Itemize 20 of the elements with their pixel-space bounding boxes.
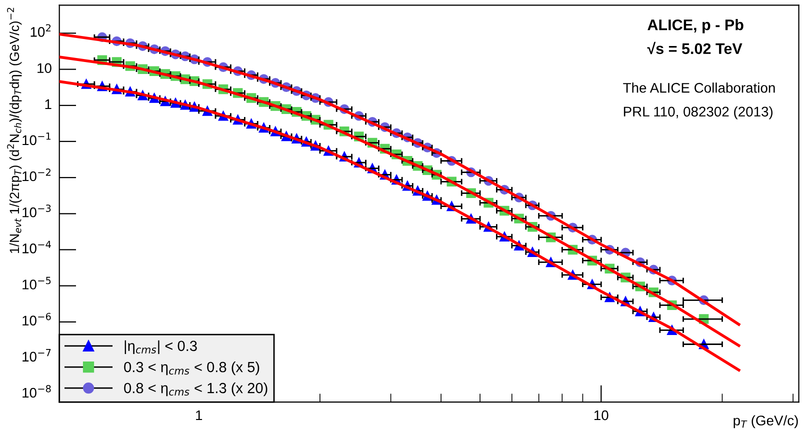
annotation: ALICE, p - Pb <box>648 19 744 34</box>
y-tick-label: 10$^{−5}$ <box>22 276 51 290</box>
y-tick-label: 1 <box>45 99 52 109</box>
x-axis-title: p$_{T}$ (GeV/c) <box>734 415 798 428</box>
y-tick-label: 10$^{−2}$ <box>22 168 50 182</box>
annotation: PRL 110, 082302 (2013) <box>624 106 773 120</box>
annotation: The ALICE Collaboration <box>623 82 775 93</box>
legend-label: 0.3 < η$_{cms}$ < 0.8 (x 5) <box>124 362 260 376</box>
y-tick-label: 10$^{−4}$ <box>22 240 51 254</box>
annotation: √s = 5.02 TeV <box>647 42 742 54</box>
legend-label: |η$_{cms}$| < 0.3 <box>124 340 197 354</box>
y-tick-label: 10$^{−1}$ <box>22 132 51 146</box>
y-tick-label: 10$^{−7}$ <box>22 349 51 362</box>
y-tick-label: 10$^{−6}$ <box>22 312 51 326</box>
y-tick-label: 10$^{2}$ <box>30 24 51 37</box>
y-tick-label: 10$^{−8}$ <box>22 385 51 398</box>
y-tick-label: 10 <box>38 63 52 74</box>
legend-label: 0.8 < η$_{cms}$ < 1.3 (x 20) <box>124 382 268 396</box>
text: 1/N$_{evt}$ 1/(2πp$_{T}$) (d$^{2}$N$_{ch}$)/(dp$_{T}$dη) (GeV/c)$^{−2}$ <box>7 8 22 253</box>
y-tick-label: 10$^{−3}$ <box>22 204 51 218</box>
